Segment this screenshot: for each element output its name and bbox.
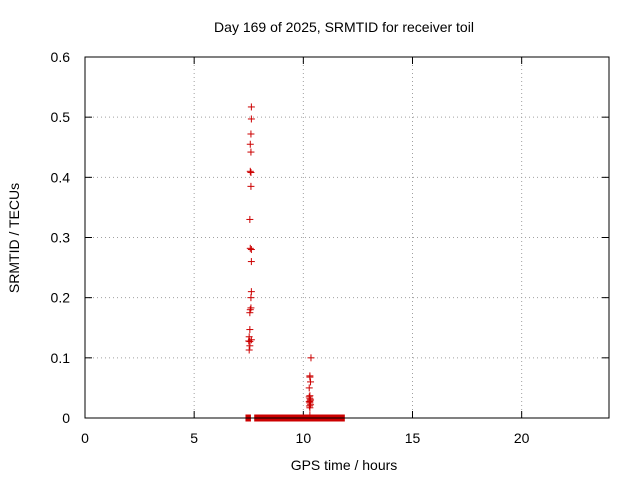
data-point: [247, 182, 255, 190]
data-point: [246, 326, 254, 334]
x-tick-label: 15: [405, 430, 421, 446]
data-point: [247, 288, 255, 296]
data-point: [247, 304, 255, 312]
data-point: [246, 244, 254, 252]
data-point: [246, 140, 254, 148]
chart-title: Day 169 of 2025, SRMTID for receiver toi…: [214, 19, 474, 35]
x-tick-label: 10: [296, 430, 312, 446]
y-tick-label: 0.1: [51, 350, 71, 366]
data-point: [247, 294, 255, 302]
y-tick-label: 0.4: [51, 169, 71, 185]
plot-frame: [84, 56, 610, 419]
data-point: [307, 354, 315, 362]
data-point: [247, 103, 255, 111]
data-point: [305, 384, 313, 392]
data-point: [306, 404, 314, 412]
data-point: [246, 342, 254, 350]
data-point: [246, 309, 254, 317]
y-tick-label: 0.5: [51, 109, 71, 125]
data-point: [247, 148, 255, 156]
y-tick-label: 0.3: [51, 230, 71, 246]
x-tick-label: 5: [190, 430, 198, 446]
data-point: [246, 167, 254, 175]
data-point: [247, 246, 255, 254]
data-point: [247, 115, 255, 123]
data-point: [306, 373, 314, 381]
x-tick-label: 0: [81, 430, 89, 446]
data-point: [307, 401, 315, 409]
data-point: [247, 169, 255, 177]
x-axis-label: GPS time / hours: [291, 457, 398, 473]
y-tick-label: 0.6: [51, 49, 71, 65]
grid-lines: [85, 57, 609, 418]
data-point: [307, 378, 315, 386]
y-tick-label: 0: [62, 410, 70, 426]
data-point: [245, 337, 253, 345]
data-point: [246, 215, 254, 223]
data-point: [247, 130, 255, 138]
x-tick-label: 20: [514, 430, 530, 446]
y-tick-label: 0.2: [51, 290, 71, 306]
data-point: [247, 258, 255, 266]
y-axis-label: SRMTID / TECUs: [6, 183, 22, 293]
data-point: [245, 346, 253, 354]
